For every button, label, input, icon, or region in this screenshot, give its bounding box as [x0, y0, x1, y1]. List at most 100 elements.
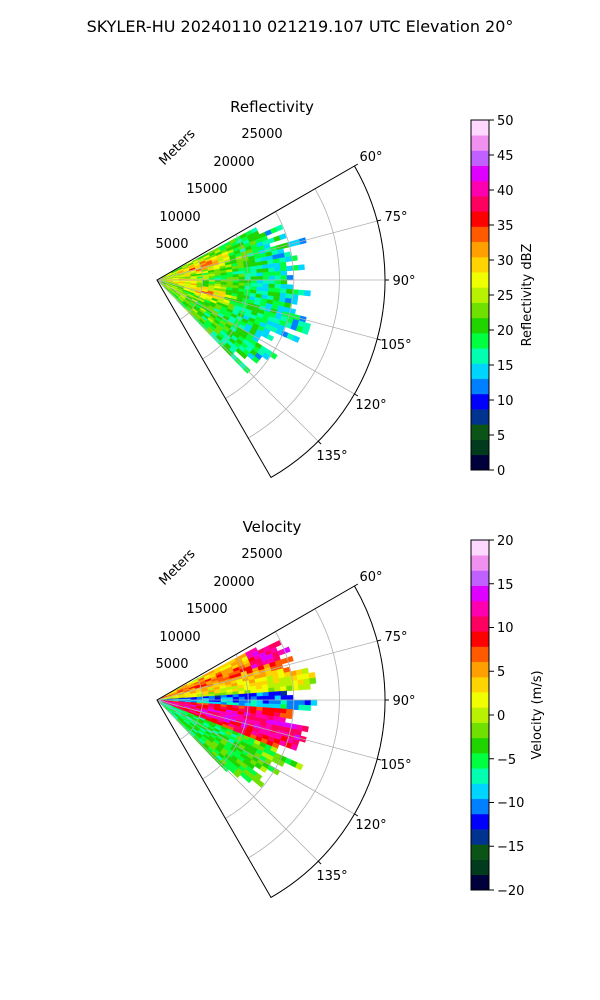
- radar-gate: [256, 268, 263, 274]
- velocity-colorbar: −20 −15 −10 −5 0 5 10 15 20 Velocity (m/…: [470, 534, 545, 899]
- radar-gate: [274, 283, 282, 289]
- range-tick-label: 15000: [186, 182, 227, 197]
- radar-gate: [284, 256, 292, 263]
- cbar-tick-label: 35: [497, 219, 514, 234]
- colorbar-bin: [471, 646, 489, 663]
- angle-tick-label: 90°: [392, 694, 415, 709]
- velocity-colorbar-ticks: −20 −15 −10 −5 0 5 10 15 20: [489, 534, 524, 899]
- radar-gate: [232, 696, 240, 701]
- colorbar-bin: [471, 692, 489, 708]
- sector-outline: [156, 585, 386, 899]
- radar-gate: [262, 699, 270, 705]
- radar-gate: [286, 704, 294, 710]
- radar-gate: [232, 770, 241, 779]
- radar-gate: [286, 699, 294, 705]
- azimuth-spoke: [156, 640, 378, 701]
- range-tick-label: 20000: [213, 155, 254, 170]
- radar-gate: [268, 271, 276, 277]
- radar-gate: [291, 335, 301, 343]
- radar-gate: [256, 696, 264, 701]
- radar-gate: [238, 696, 246, 701]
- colorbar-bin: [471, 768, 489, 784]
- colorbar-bin: [471, 813, 489, 830]
- radar-gate: [232, 279, 240, 284]
- reflectivity-colorbar: 0 5 10 15 20 25 30 35 40 45 50 Reflectiv…: [470, 114, 535, 479]
- colorbar-bin: [471, 135, 489, 151]
- radar-gate: [298, 289, 305, 296]
- azimuth-spoke: [156, 699, 378, 760]
- cbar-tick-label: 30: [497, 254, 514, 269]
- radar-gate: [256, 699, 264, 704]
- radar-gate: [273, 262, 281, 268]
- radar-gate: [226, 274, 234, 278]
- angle-tick-label: 75°: [384, 210, 407, 225]
- radar-gate: [280, 690, 288, 696]
- radar-gate: [274, 703, 282, 709]
- range-tick-label: 20000: [213, 575, 254, 590]
- colorbar-bin: [471, 333, 489, 349]
- velocity-title: Velocity: [243, 518, 302, 536]
- range-tick-label: 10000: [159, 210, 200, 225]
- colorbar-bin: [471, 661, 489, 678]
- radar-gate: [250, 689, 257, 694]
- cbar-tick-label: −5: [497, 753, 516, 768]
- radar-gate: [226, 694, 234, 698]
- cbar-tick-label: −15: [497, 840, 524, 855]
- azimuth-spoke: [156, 279, 355, 395]
- colorbar-bin: [471, 454, 489, 471]
- radar-gate: [262, 268, 269, 273]
- radar-gate: [256, 692, 264, 697]
- range-tick-label: 15000: [186, 602, 227, 617]
- radar-gate: [220, 694, 228, 698]
- radar-gate: [280, 695, 288, 701]
- radar-gate: [303, 678, 311, 685]
- cbar-tick-label: 45: [497, 149, 514, 164]
- angle-tick-mark: [377, 338, 382, 341]
- range-tick-label: 5000: [155, 237, 188, 252]
- radar-gate: [262, 283, 270, 289]
- reflectivity-grid: [156, 163, 389, 479]
- colorbar-bin: [471, 722, 489, 739]
- radar-gate: [274, 686, 281, 692]
- colorbar-bin: [471, 874, 489, 891]
- range-tick-label: 25000: [241, 127, 282, 142]
- radar-gate: [268, 703, 276, 709]
- radar-gate: [280, 699, 288, 705]
- radar-gate: [238, 279, 246, 284]
- radar-gate: [286, 275, 294, 281]
- reflectivity-panel: Reflectivity 5000 10000 15000 20000 2500…: [155, 98, 535, 479]
- angle-tick-mark: [354, 583, 359, 587]
- reflectivity-colorbar-ticks: 0 5 10 15 20 25 30 35 40 45 50: [489, 114, 514, 479]
- radar-gate: [298, 699, 306, 706]
- range-axis-label: Meters: [157, 126, 199, 168]
- radar-gate: [295, 762, 304, 771]
- sector-outline: [156, 165, 386, 479]
- colorbar-bin: [471, 211, 489, 227]
- cbar-tick-label: 5: [497, 665, 505, 680]
- radar-gate: [274, 279, 282, 285]
- radar-gate: [256, 779, 265, 788]
- velocity-angle-ticks: 60° 75° 90° 105° 120° 135°: [316, 570, 415, 884]
- cbar-tick-label: 50: [497, 114, 514, 129]
- angle-tick-label: 105°: [380, 338, 411, 353]
- radar-gate: [232, 274, 240, 278]
- cbar-tick-label: 0: [497, 464, 505, 479]
- colorbar-bin: [471, 707, 489, 723]
- radar-gate: [256, 283, 264, 288]
- radar-gate: [279, 681, 287, 688]
- colorbar-bin: [471, 409, 489, 425]
- radar-gate: [268, 275, 276, 281]
- angle-tick-mark: [354, 813, 359, 817]
- colorbar-bin: [471, 783, 489, 799]
- colorbar-bin: [471, 859, 489, 876]
- radar-gate: [256, 279, 264, 284]
- radar-gate: [256, 272, 264, 277]
- angle-tick-label: 60°: [359, 150, 382, 165]
- cbar-tick-label: 15: [497, 578, 514, 593]
- angle-tick-label: 90°: [392, 274, 415, 289]
- reflectivity-title: Reflectivity: [230, 98, 314, 116]
- radar-gate: [297, 679, 305, 686]
- radar-gate: [266, 334, 275, 342]
- cbar-tick-label: −20: [497, 884, 524, 899]
